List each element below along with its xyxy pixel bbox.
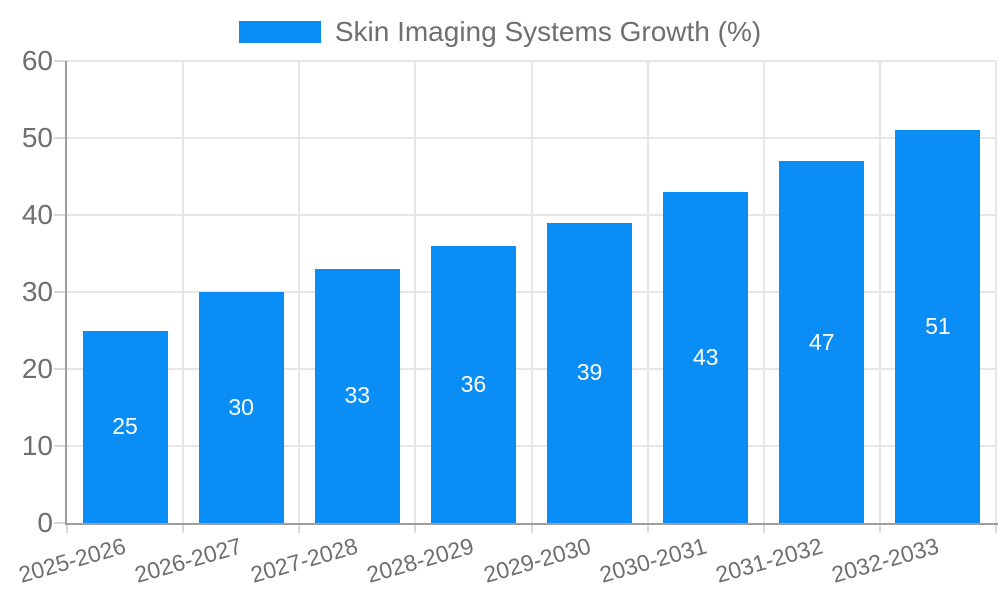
legend-swatch xyxy=(238,21,321,43)
x-gridline xyxy=(182,61,185,523)
bar-value-label: 47 xyxy=(809,328,835,355)
bar[interactable]: 30 xyxy=(198,292,284,523)
x-tick-label: 2028-2029 xyxy=(364,532,478,588)
y-axis-line xyxy=(65,61,67,523)
x-tick-mark xyxy=(298,523,301,533)
y-tick-mark xyxy=(54,291,67,293)
x-tick-mark xyxy=(414,523,417,533)
y-tick-label: 40 xyxy=(21,199,53,230)
x-tick-mark xyxy=(995,523,997,533)
x-tick-label: 2027-2028 xyxy=(247,532,361,588)
x-gridline xyxy=(646,61,649,523)
x-tick-label: 2029-2030 xyxy=(480,532,594,588)
x-tick-mark xyxy=(66,523,68,533)
bar-value-label: 43 xyxy=(692,343,719,370)
x-tick-label: 2026-2027 xyxy=(131,532,245,588)
bar[interactable]: 25 xyxy=(82,330,168,523)
y-tick-label: 10 xyxy=(21,430,53,461)
y-tick-label: 20 xyxy=(21,353,53,384)
x-gridline xyxy=(762,61,765,523)
bar-value-label: 51 xyxy=(925,313,951,340)
x-tick-mark xyxy=(530,523,533,533)
bar-value-label: 30 xyxy=(228,394,254,420)
bar-value-label: 25 xyxy=(112,413,138,440)
x-tick-mark xyxy=(878,523,881,533)
x-gridline xyxy=(878,61,881,523)
x-tick-mark xyxy=(182,523,185,533)
y-tick-label: 30 xyxy=(21,276,53,307)
x-tick-mark xyxy=(646,523,649,533)
legend-label: Skin Imaging Systems Growth (%) xyxy=(334,16,762,47)
x-gridline xyxy=(298,61,301,523)
y-tick-mark xyxy=(54,137,67,139)
bar[interactable]: 51 xyxy=(895,130,981,523)
y-tick-label: 50 xyxy=(21,122,53,153)
bar-value-label: 39 xyxy=(576,359,603,386)
x-tick-label: 2031-2032 xyxy=(712,532,826,588)
x-gridline xyxy=(995,61,997,523)
plot-area: 25 30 33 36 39 43 47 51 0 10 20 30 40 50 60 2025-2026 2… xyxy=(16,45,998,588)
x-tick-mark xyxy=(762,523,765,533)
bar[interactable]: 43 xyxy=(663,191,749,523)
y-tick-label: 60 xyxy=(21,45,53,76)
y-tick-mark xyxy=(54,522,67,524)
legend[interactable]: Skin Imaging Systems Growth (%) xyxy=(0,12,1000,52)
x-tick-label: 2030-2031 xyxy=(596,532,710,588)
bar[interactable]: 36 xyxy=(430,245,516,523)
y-tick-mark xyxy=(54,445,67,447)
y-tick-mark xyxy=(54,60,67,62)
y-tick-mark xyxy=(54,214,67,216)
x-axis-line xyxy=(65,523,998,525)
bar[interactable]: 47 xyxy=(779,161,865,523)
x-tick-label: 2032-2033 xyxy=(828,532,942,588)
x-gridline xyxy=(530,61,533,523)
y-tick-label: 0 xyxy=(37,507,53,538)
bar[interactable]: 39 xyxy=(547,222,633,523)
bar[interactable]: 33 xyxy=(314,268,400,523)
x-tick-label: 2025-2026 xyxy=(15,532,129,588)
x-gridline xyxy=(414,61,417,523)
y-tick-mark xyxy=(54,368,67,370)
bar-value-label: 36 xyxy=(460,370,487,397)
bar-value-label: 33 xyxy=(344,382,371,409)
